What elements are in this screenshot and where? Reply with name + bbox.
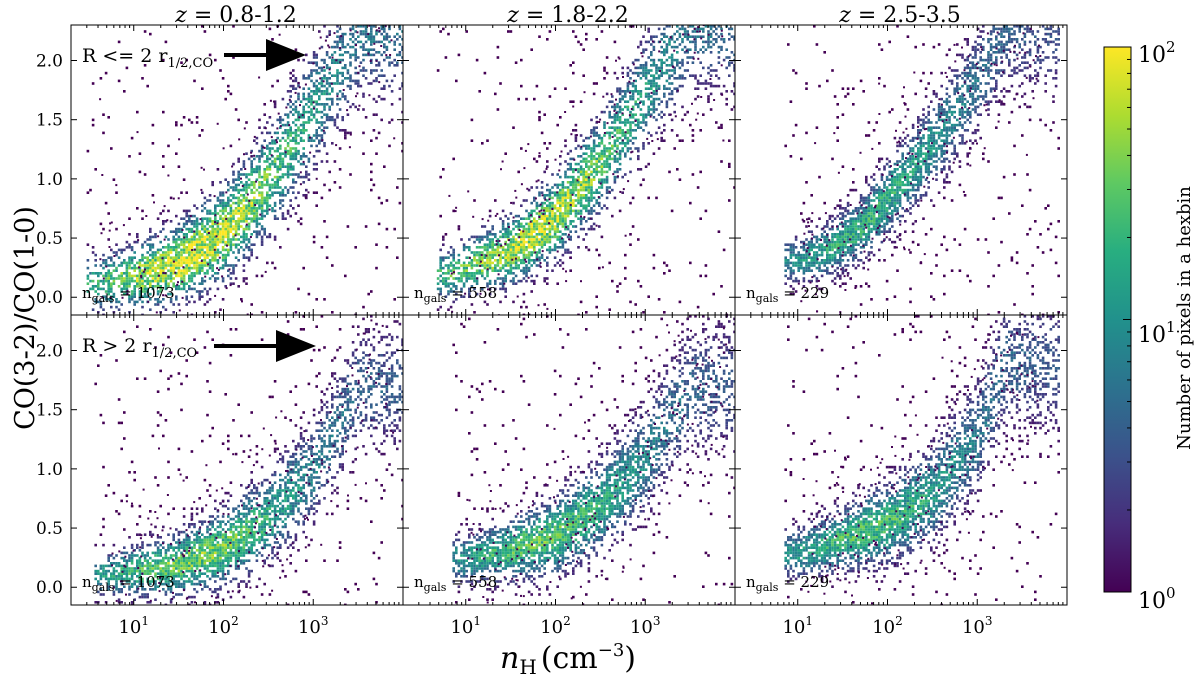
y-tick-label: 0.0 [36,578,63,598]
column-title-2: z = 1.8-2.2 [506,3,628,28]
y-tick-label: 1.5 [36,401,63,421]
x-tick-label: 103 [630,614,661,638]
colorbar-tick-label-1: 100 [1138,584,1176,614]
panel-r2c1: 0.0 0.5 1.0 1.5 2.0 101 102 103 [36,314,404,638]
colorbar-label: Number of pixels in a hexbin [1174,186,1195,450]
hexbin-layer [784,25,1060,315]
colorbar-tick-label-10: 101 [1138,318,1176,348]
ngals-label-r1c2: ngals = 558 [414,284,497,305]
x-axis-label: nH (cm−3) [500,640,636,679]
ngals-label-r2c1: ngals = 1073 [82,573,175,594]
ngals-label-r2c2: ngals = 558 [414,573,497,594]
hexbin-layer [436,25,735,315]
y-tick-label: 1.0 [36,170,63,190]
x-tick-label: 102 [540,614,571,638]
y-tick-label: 0.5 [36,229,63,249]
x-tick-label: 101 [118,614,149,638]
x-tick-label: 101 [782,614,813,638]
x-tick-label: 101 [450,614,481,638]
x-tick-label: 102 [208,614,239,638]
row-label-outer: R > 2 r1/2,CO [82,335,197,361]
column-title-3: z = 2.5-3.5 [838,3,960,28]
hexbin-layer [452,315,735,605]
y-tick-label: 2.0 [36,342,63,362]
x-tick-label: 103 [962,614,993,638]
y-tick-label: 1.0 [36,460,63,480]
panel-r2c2: 101 102 103 [402,314,736,638]
panel-r1c3 [734,24,1068,316]
y-tick-label: 0.0 [36,288,63,308]
panel-r1c2 [402,24,736,316]
colorbar-tick-label-100: 102 [1138,38,1176,68]
x-tick-label: 102 [872,614,903,638]
hexbin-layer [86,25,403,315]
ngals-label-r1c1: ngals = 1073 [82,284,175,305]
y-tick-label: 1.5 [36,111,63,131]
x-tick-label: 103 [298,614,329,638]
colorbar-ticks [1123,46,1131,593]
column-title-1: z = 0.8-1.2 [174,3,296,28]
row-label-inner: R <= 2 r1/2,CO [82,45,213,71]
hexbin-layer [784,315,1060,605]
y-tick-label: 0.5 [36,519,63,539]
panel-r2c3: 101 102 103 [734,314,1068,638]
ngals-label-r2c3: ngals = 229 [746,573,829,594]
panel-frame [70,24,404,316]
ngals-label-r1c3: ngals = 229 [746,284,829,305]
hexbin-layer [94,315,403,605]
y-tick-label: 2.0 [36,52,63,72]
panel-frame [734,314,1068,606]
y-axis-label: CO(3-2)/CO(1-0) [10,206,41,430]
